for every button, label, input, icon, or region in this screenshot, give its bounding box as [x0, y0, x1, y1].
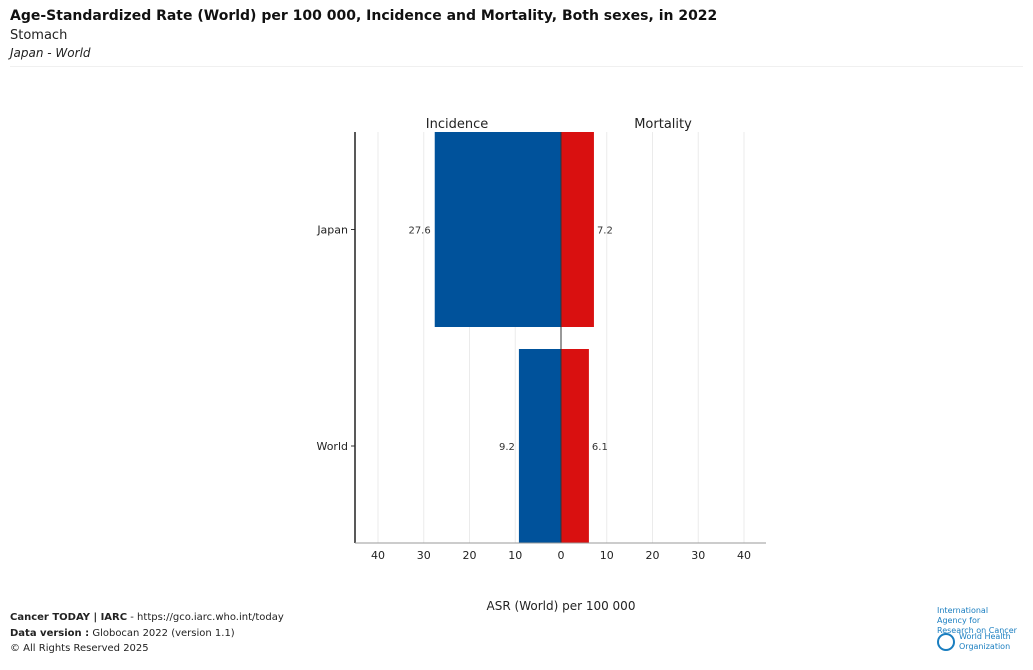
mortality-data-label: 7.2 [597, 226, 613, 237]
footer-source: Cancer TODAY | IARC - https://gco.iarc.w… [10, 612, 284, 623]
footer-source-url: - https://gco.iarc.who.int/today [127, 612, 284, 623]
x-axis-label: ASR (World) per 100 000 [487, 599, 636, 613]
x-tick-label: 40 [737, 549, 751, 562]
x-tick-label: 20 [463, 549, 477, 562]
chart-title: Age-Standardized Rate (World) per 100 00… [10, 8, 718, 24]
mortality-bar [561, 349, 589, 543]
mortality-panel-label: Mortality [634, 117, 692, 132]
footer-version: Data version : Globocan 2022 (version 1.… [10, 628, 235, 639]
x-tick-label: 20 [646, 549, 660, 562]
incidence-data-label: 9.2 [499, 442, 515, 453]
x-tick-label: 10 [600, 549, 614, 562]
x-tick-label: 30 [691, 549, 705, 562]
iarc-logo: International Agency for Research on Can… [937, 606, 1017, 635]
incidence-data-label: 27.6 [408, 226, 430, 237]
x-tick-label: 0 [558, 549, 565, 562]
incidence-panel-label: Incidence [426, 117, 488, 132]
footer-source-name: Cancer TODAY | IARC [10, 612, 128, 623]
x-tick-label: 40 [371, 549, 385, 562]
incidence-bar [518, 349, 561, 543]
who-logo: World Health Organization [937, 632, 1017, 652]
y-tick-label: Japan [316, 224, 348, 237]
x-tick-label: 10 [508, 549, 522, 562]
who-emblem-icon [937, 633, 955, 651]
footer-version-label: Data version : [10, 628, 90, 639]
mortality-data-label: 6.1 [592, 442, 608, 453]
y-tick-label: World [316, 440, 348, 453]
x-tick-label: 30 [417, 549, 431, 562]
populations: Japan - World [10, 46, 91, 60]
divider [10, 66, 1023, 67]
mortality-bar [561, 132, 594, 327]
who-logo-text: World Health Organization [959, 632, 1011, 651]
cancer-site: Stomach [10, 28, 68, 43]
footer-copyright: © All Rights Reserved 2025 [10, 643, 149, 654]
footer-version-value: Globocan 2022 (version 1.1) [89, 628, 235, 639]
incidence-bar [434, 132, 561, 327]
